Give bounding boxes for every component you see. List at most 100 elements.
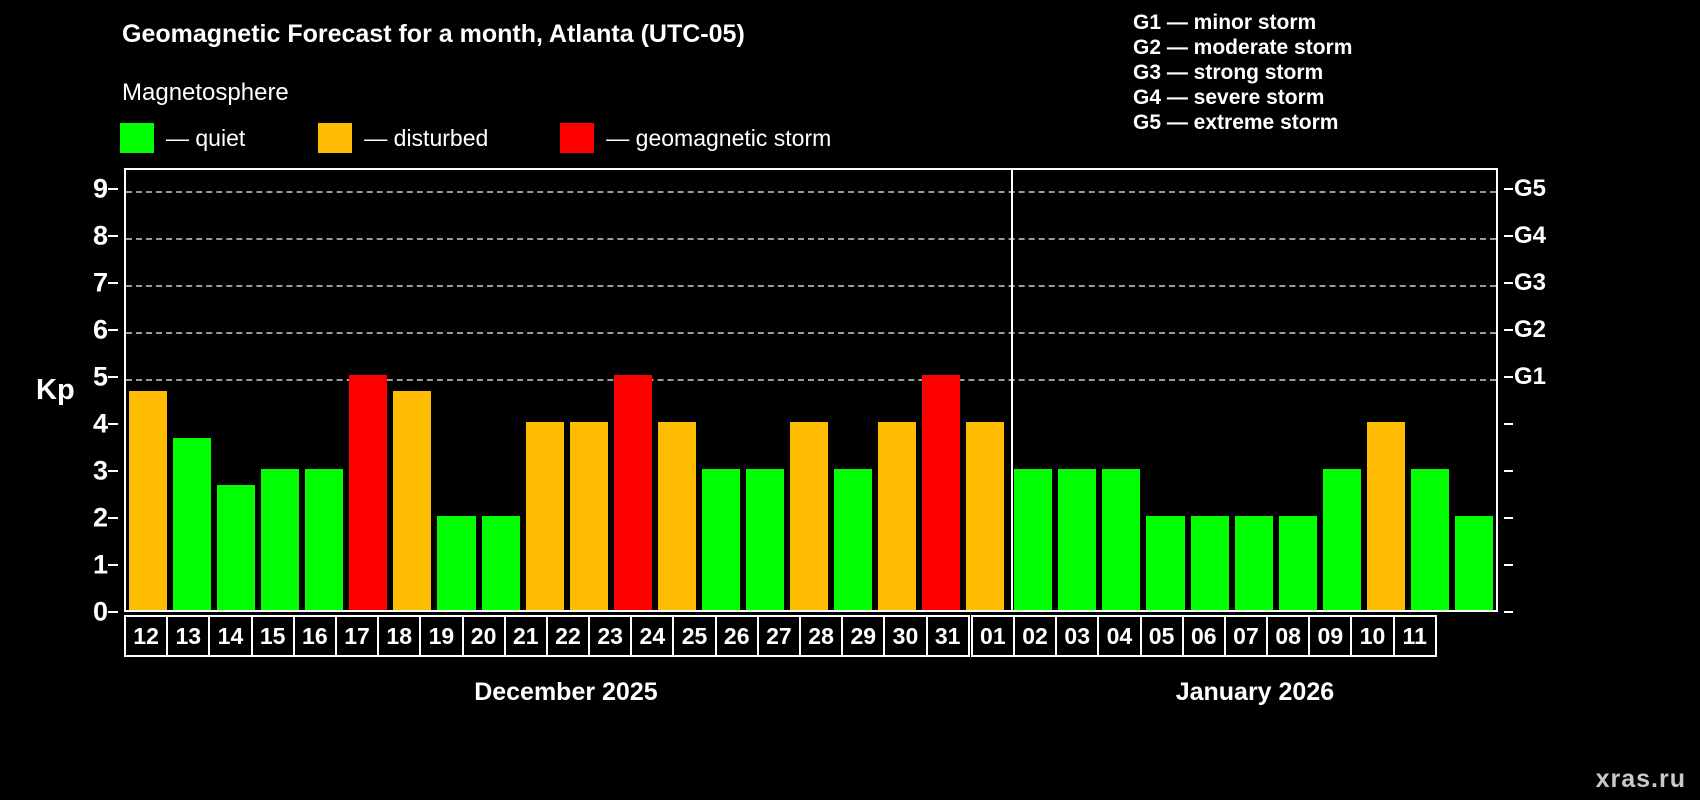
day-label-text: 03 (1064, 622, 1091, 649)
bar-27[interactable] (789, 422, 828, 610)
day-label-20[interactable]: 20 (461, 615, 506, 657)
bar-04[interactable] (1146, 516, 1185, 610)
bar-18[interactable] (393, 390, 432, 610)
bar-15[interactable] (261, 469, 300, 610)
y-tick-mark-6 (108, 329, 118, 332)
bar-03[interactable] (1102, 469, 1141, 610)
bar-16[interactable] (305, 469, 344, 610)
day-label-text: 25 (681, 622, 708, 649)
bar-slot (214, 170, 258, 610)
month-caption-january-2026: January 2026 (1175, 678, 1335, 706)
day-label-text: 26 (723, 622, 750, 649)
day-label-28[interactable]: 28 (799, 615, 844, 657)
bar-29[interactable] (878, 422, 917, 610)
day-label-text: 18 (386, 622, 413, 649)
day-label-06[interactable]: 06 (1181, 615, 1226, 657)
day-label-26[interactable]: 26 (714, 615, 759, 657)
bar-01[interactable] (1014, 469, 1053, 610)
day-label-19[interactable]: 19 (419, 615, 464, 657)
day-label-15[interactable]: 15 (250, 615, 295, 657)
bar-25[interactable] (701, 469, 740, 610)
y-tick-mark-4 (108, 423, 118, 426)
bar-26[interactable] (745, 469, 784, 610)
day-label-03[interactable]: 03 (1055, 615, 1100, 657)
day-label-08[interactable]: 08 (1266, 615, 1311, 657)
bar-19[interactable] (437, 516, 476, 610)
day-label-text: 24 (639, 622, 666, 649)
bar-30[interactable] (922, 375, 961, 610)
day-label-text: 06 (1190, 622, 1217, 649)
day-label-01[interactable]: 01 (970, 615, 1015, 657)
g-scale-line-4: G4 — severe storm (1133, 86, 1325, 109)
bar-slot (1232, 170, 1276, 610)
day-label-21[interactable]: 21 (503, 615, 548, 657)
bar-slot (390, 170, 434, 610)
day-label-09[interactable]: 09 (1308, 615, 1353, 657)
month-caption-december-2025: December 2025 (474, 678, 658, 706)
bar-slot (1011, 170, 1055, 610)
bar-09[interactable] (1366, 422, 1405, 610)
y-tick-label-7: 7 (92, 267, 108, 298)
y-tick-label-2: 2 (92, 502, 108, 533)
bar-21[interactable] (525, 422, 564, 610)
day-label-11[interactable]: 11 (1392, 615, 1437, 657)
day-label-text: 27 (766, 622, 792, 649)
day-label-02[interactable]: 02 (1012, 615, 1058, 657)
bar-slot (258, 170, 302, 610)
g-scale-line-3: G3 — strong storm (1133, 61, 1324, 84)
y-axis: 0 1 2 3 4 5 6 7 8 9 (78, 168, 118, 627)
day-label-22[interactable]: 22 (545, 615, 591, 657)
bar-slot (787, 170, 831, 610)
bar-24[interactable] (657, 422, 696, 610)
gridline-kp-5 (126, 379, 1496, 382)
day-label-10[interactable]: 10 (1350, 615, 1395, 657)
day-label-13[interactable]: 13 (166, 615, 211, 657)
bar-31[interactable] (966, 422, 1005, 610)
bar-slot (611, 170, 655, 610)
bar-28[interactable] (834, 469, 873, 610)
day-label-05[interactable]: 05 (1139, 615, 1184, 657)
day-label-23[interactable]: 23 (588, 615, 633, 657)
day-label-14[interactable]: 14 (208, 615, 253, 657)
g-axis: G1 G2 G3 G4 G5 (1504, 168, 1564, 613)
bar-12[interactable] (129, 390, 168, 610)
day-label-25[interactable]: 25 (672, 615, 717, 657)
day-label-31[interactable]: 31 (925, 615, 970, 657)
bar-13[interactable] (173, 437, 212, 610)
bar-23[interactable] (613, 375, 652, 610)
day-label-text: 28 (808, 622, 834, 649)
g-axis-minor-tick-1 (1504, 564, 1513, 567)
day-label-18[interactable]: 18 (377, 615, 422, 657)
bar-08[interactable] (1322, 469, 1361, 610)
day-label-text: 29 (850, 622, 877, 649)
bar-06[interactable] (1234, 516, 1273, 610)
day-label-04[interactable]: 04 (1097, 615, 1142, 657)
bar-slot (1055, 170, 1099, 610)
bar-11[interactable] (1454, 516, 1493, 610)
bar-20[interactable] (481, 516, 520, 610)
bar-07[interactable] (1278, 516, 1317, 610)
bar-slot (434, 170, 478, 610)
g-tick-label-G5: G5 (1514, 175, 1547, 203)
day-label-24[interactable]: 24 (630, 615, 675, 657)
day-label-16[interactable]: 16 (292, 615, 337, 657)
day-label-text: 08 (1275, 622, 1301, 649)
bar-14[interactable] (217, 484, 256, 610)
legend-item-storm: — geomagnetic storm (560, 122, 831, 154)
bar-17[interactable] (349, 375, 388, 610)
bar-10[interactable] (1410, 469, 1449, 610)
day-label-27[interactable]: 27 (756, 615, 801, 657)
day-label-07[interactable]: 07 (1223, 615, 1269, 657)
day-label-30[interactable]: 30 (883, 615, 928, 657)
g-axis-minor-tick-0 (1504, 611, 1513, 613)
day-label-17[interactable]: 17 (334, 615, 380, 657)
day-label-text: 30 (892, 622, 919, 649)
bar-22[interactable] (569, 422, 608, 610)
day-label-29[interactable]: 29 (841, 615, 886, 657)
bar-02[interactable] (1058, 469, 1097, 610)
bar-slot (875, 170, 919, 610)
day-label-12[interactable]: 12 (124, 615, 169, 657)
g-tick-mark-G1 (1504, 376, 1513, 379)
y-tick-label-1: 1 (92, 549, 108, 580)
bar-05[interactable] (1190, 516, 1229, 610)
